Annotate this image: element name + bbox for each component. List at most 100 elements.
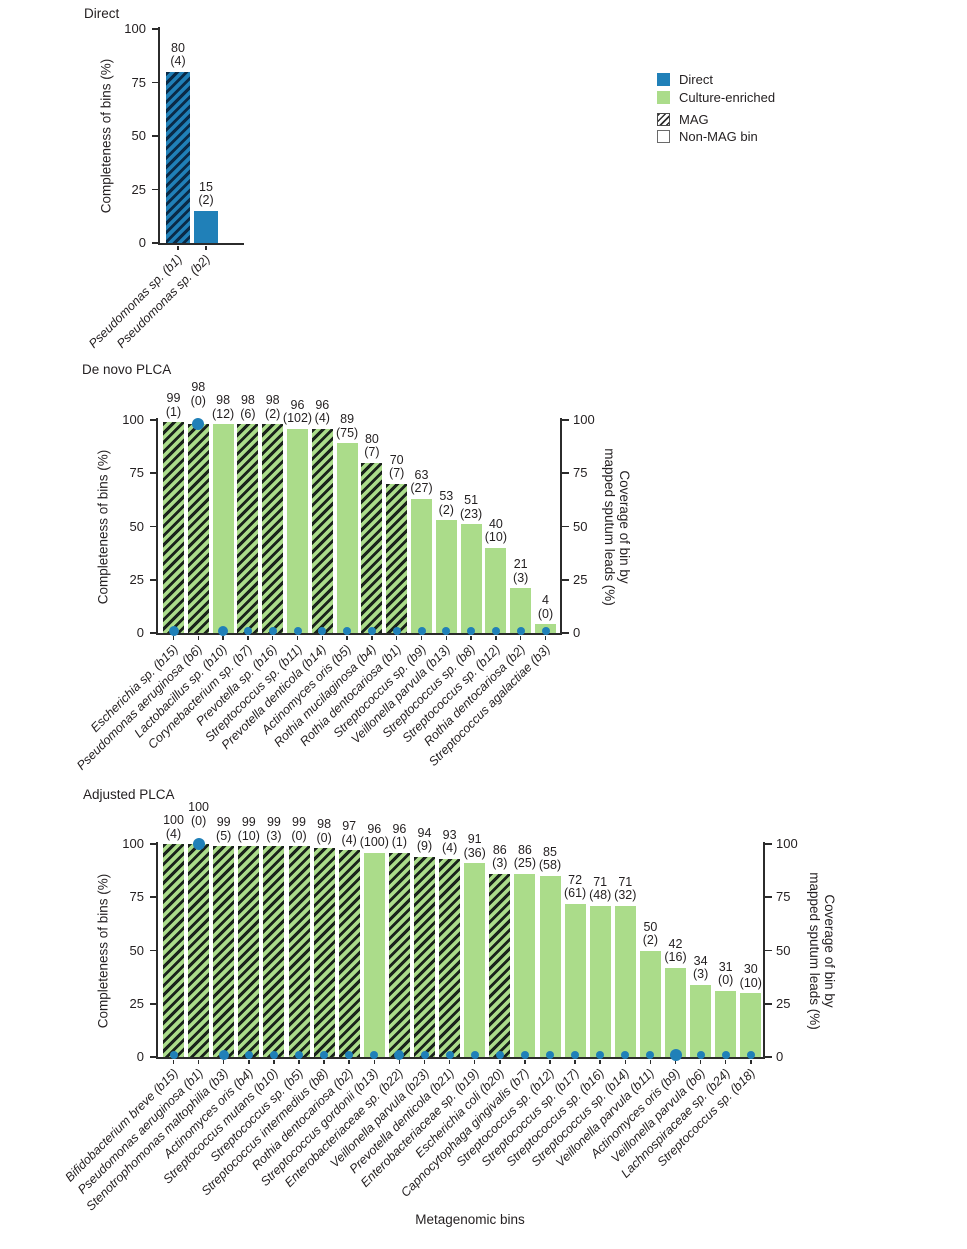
y-tick-label: 0 (136, 625, 144, 640)
x-tick (599, 1059, 601, 1064)
y-tick-label: 75 (129, 889, 144, 905)
coverage-dot (218, 626, 229, 636)
bar (665, 967, 686, 1057)
x-tick (445, 635, 448, 640)
coverage-dot (320, 1051, 329, 1059)
x-axis-label: Metagenomic bins (415, 1212, 525, 1227)
bar (338, 850, 360, 1057)
bar (237, 424, 259, 633)
bar-value: 71 (618, 874, 633, 889)
x-tick (321, 635, 324, 640)
bar (238, 846, 260, 1057)
coverage-dot (318, 627, 327, 635)
bar-value: 50 (643, 919, 658, 934)
coverage-dot (420, 1051, 429, 1059)
bar (263, 846, 285, 1057)
bar (564, 903, 586, 1057)
bar-value: 98 (240, 393, 255, 408)
y-axis (156, 842, 158, 1057)
bar (485, 547, 507, 633)
bar-value: 93 (442, 827, 457, 842)
x-tick (495, 635, 497, 640)
bar-paren-value: (0) (316, 830, 332, 845)
bar-value-label: 99 (5) (192, 816, 256, 843)
x-tick (420, 635, 423, 640)
right-y-tick (764, 843, 772, 845)
bar-value-label: 63 (27) (390, 467, 454, 496)
coverage-dot (596, 1051, 605, 1059)
coverage-dot (218, 1050, 229, 1060)
y-tick-label: 25 (129, 571, 144, 587)
bar-paren-value: (3) (513, 570, 529, 585)
coverage-dot (571, 1051, 580, 1059)
bar-value: 98 (191, 380, 206, 395)
x-tick (395, 635, 398, 640)
bar-paren-value: (0) (291, 828, 307, 843)
y-tick (149, 578, 157, 581)
bar-value: 30 (743, 962, 758, 977)
x-tick (519, 635, 522, 640)
bar-paren-value: (4) (314, 411, 330, 426)
coverage-dot (367, 627, 376, 635)
x-tick (222, 635, 224, 640)
y-tick (149, 419, 157, 421)
bar-value: 97 (342, 819, 357, 834)
coverage-dot (669, 1049, 682, 1061)
right-y-tick-label: 0 (573, 625, 581, 640)
y-tick (149, 472, 157, 475)
x-tick (197, 635, 200, 640)
bar-value: 98 (317, 817, 332, 832)
coverage-dot (546, 1051, 554, 1059)
bar-value: 100 (188, 800, 210, 814)
y-axis-label: Completeness of bins (%) (98, 58, 114, 214)
coverage-dot (541, 627, 550, 635)
legend-label: MAG (679, 112, 709, 128)
bar-value-label: 85 (58) (518, 845, 582, 873)
legend-item-non-mag: Non-MAG bin (657, 128, 758, 144)
bar (361, 462, 383, 633)
bar-paren-value: (27) (410, 481, 433, 496)
bar-paren-value: (0) (537, 606, 554, 621)
y-tick-label: 75 (131, 74, 146, 90)
bar-value: 63 (414, 467, 429, 482)
coverage-dot (520, 1051, 529, 1059)
bar-value-label: 94 (9) (393, 826, 457, 854)
bar-paren-value: (10) (739, 975, 762, 990)
bar (163, 422, 184, 633)
x-tick (724, 1059, 727, 1064)
right-y-tick (764, 1002, 772, 1005)
bar-value: 42 (668, 936, 683, 951)
coverage-dot (394, 1050, 405, 1060)
bar-value: 99 (292, 815, 306, 830)
y-tick (149, 525, 157, 528)
bar-value-label: 96 (4) (290, 398, 354, 426)
chart-title: Direct (84, 6, 120, 21)
culture-enriched-swatch-icon (657, 91, 670, 105)
y-axis-label: Completeness of bins (%) (95, 449, 111, 604)
bar-value: 72 (568, 872, 583, 887)
x-tick (348, 1059, 350, 1064)
coverage-dot (370, 1051, 379, 1059)
bar (460, 524, 482, 633)
bar-paren-value: (3) (692, 967, 709, 982)
bar-paren-value: (61) (563, 886, 587, 901)
y-tick-label: 50 (129, 942, 144, 958)
bar (287, 428, 308, 633)
bar-value-label: 89 (75) (315, 413, 379, 440)
bar (212, 424, 234, 633)
x-tick (273, 1059, 275, 1064)
x-tick (699, 1059, 702, 1064)
bar-value: 70 (389, 452, 404, 467)
y-tick (151, 135, 159, 137)
x-tick (398, 1059, 401, 1064)
bar (213, 846, 235, 1057)
right-y-tick-label: 50 (573, 518, 588, 534)
coverage-dot (646, 1051, 655, 1059)
bar (336, 443, 358, 633)
bar-value-label: 80 (4) (146, 40, 210, 69)
y-tick (149, 896, 157, 899)
right-y-tick-label: 0 (776, 1049, 784, 1064)
bar-value: 80 (171, 40, 185, 55)
y-tick (149, 632, 157, 634)
